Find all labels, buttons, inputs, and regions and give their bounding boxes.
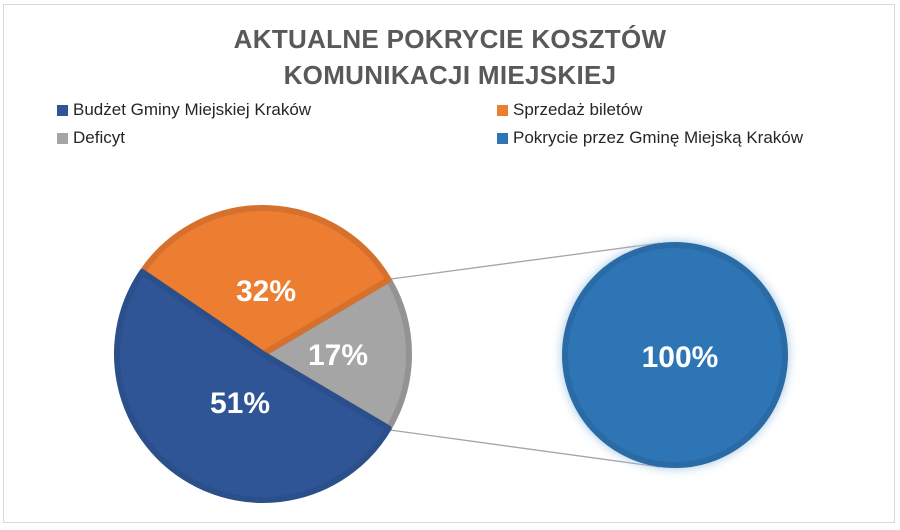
legend-item-deficyt: Deficyt — [57, 128, 125, 148]
legend-swatch-icon — [57, 132, 68, 144]
slice-budzet — [114, 268, 392, 503]
legend-item-sprzedaz: Sprzedaż biletów — [497, 100, 642, 120]
legend-item-budzet: Budżet Gminy Miejskiej Kraków — [57, 100, 311, 120]
legend-swatch-icon — [497, 104, 508, 116]
legend-label: Pokrycie przez Gminę Miejską Kraków — [513, 128, 804, 147]
slice-label-sprzedaz: 32% — [236, 275, 296, 308]
secondary-slice-label: 100% — [642, 341, 719, 374]
slice-label-deficyt: 17% — [308, 339, 368, 372]
slice-label-budzet: 51% — [210, 387, 270, 420]
legend-item-pokrycie: Pokrycie przez Gminę Miejską Kraków — [497, 128, 803, 148]
legend-swatch-icon — [497, 132, 508, 144]
main-pie — [114, 205, 412, 503]
legend-label: Deficyt — [73, 128, 125, 147]
connector-line-bottom — [389, 429, 661, 468]
chart-title-line-2: KOMUNIKACJI MIEJSKIEJ — [283, 60, 617, 90]
legend-label: Budżet Gminy Miejskiej Kraków — [73, 100, 312, 119]
chart-title-line-1: AKTUALNE POKRYCIE KOSZTÓW — [233, 24, 667, 54]
slice-deficyt — [260, 276, 412, 432]
legend-swatch-icon — [57, 104, 68, 116]
connector-line-top — [390, 242, 661, 280]
secondary-pie: 100% — [562, 242, 788, 468]
secondary-slice-pokrycie — [562, 242, 788, 468]
legend-label: Sprzedaż biletów — [513, 100, 643, 119]
slice-sprzedaz — [139, 205, 392, 357]
